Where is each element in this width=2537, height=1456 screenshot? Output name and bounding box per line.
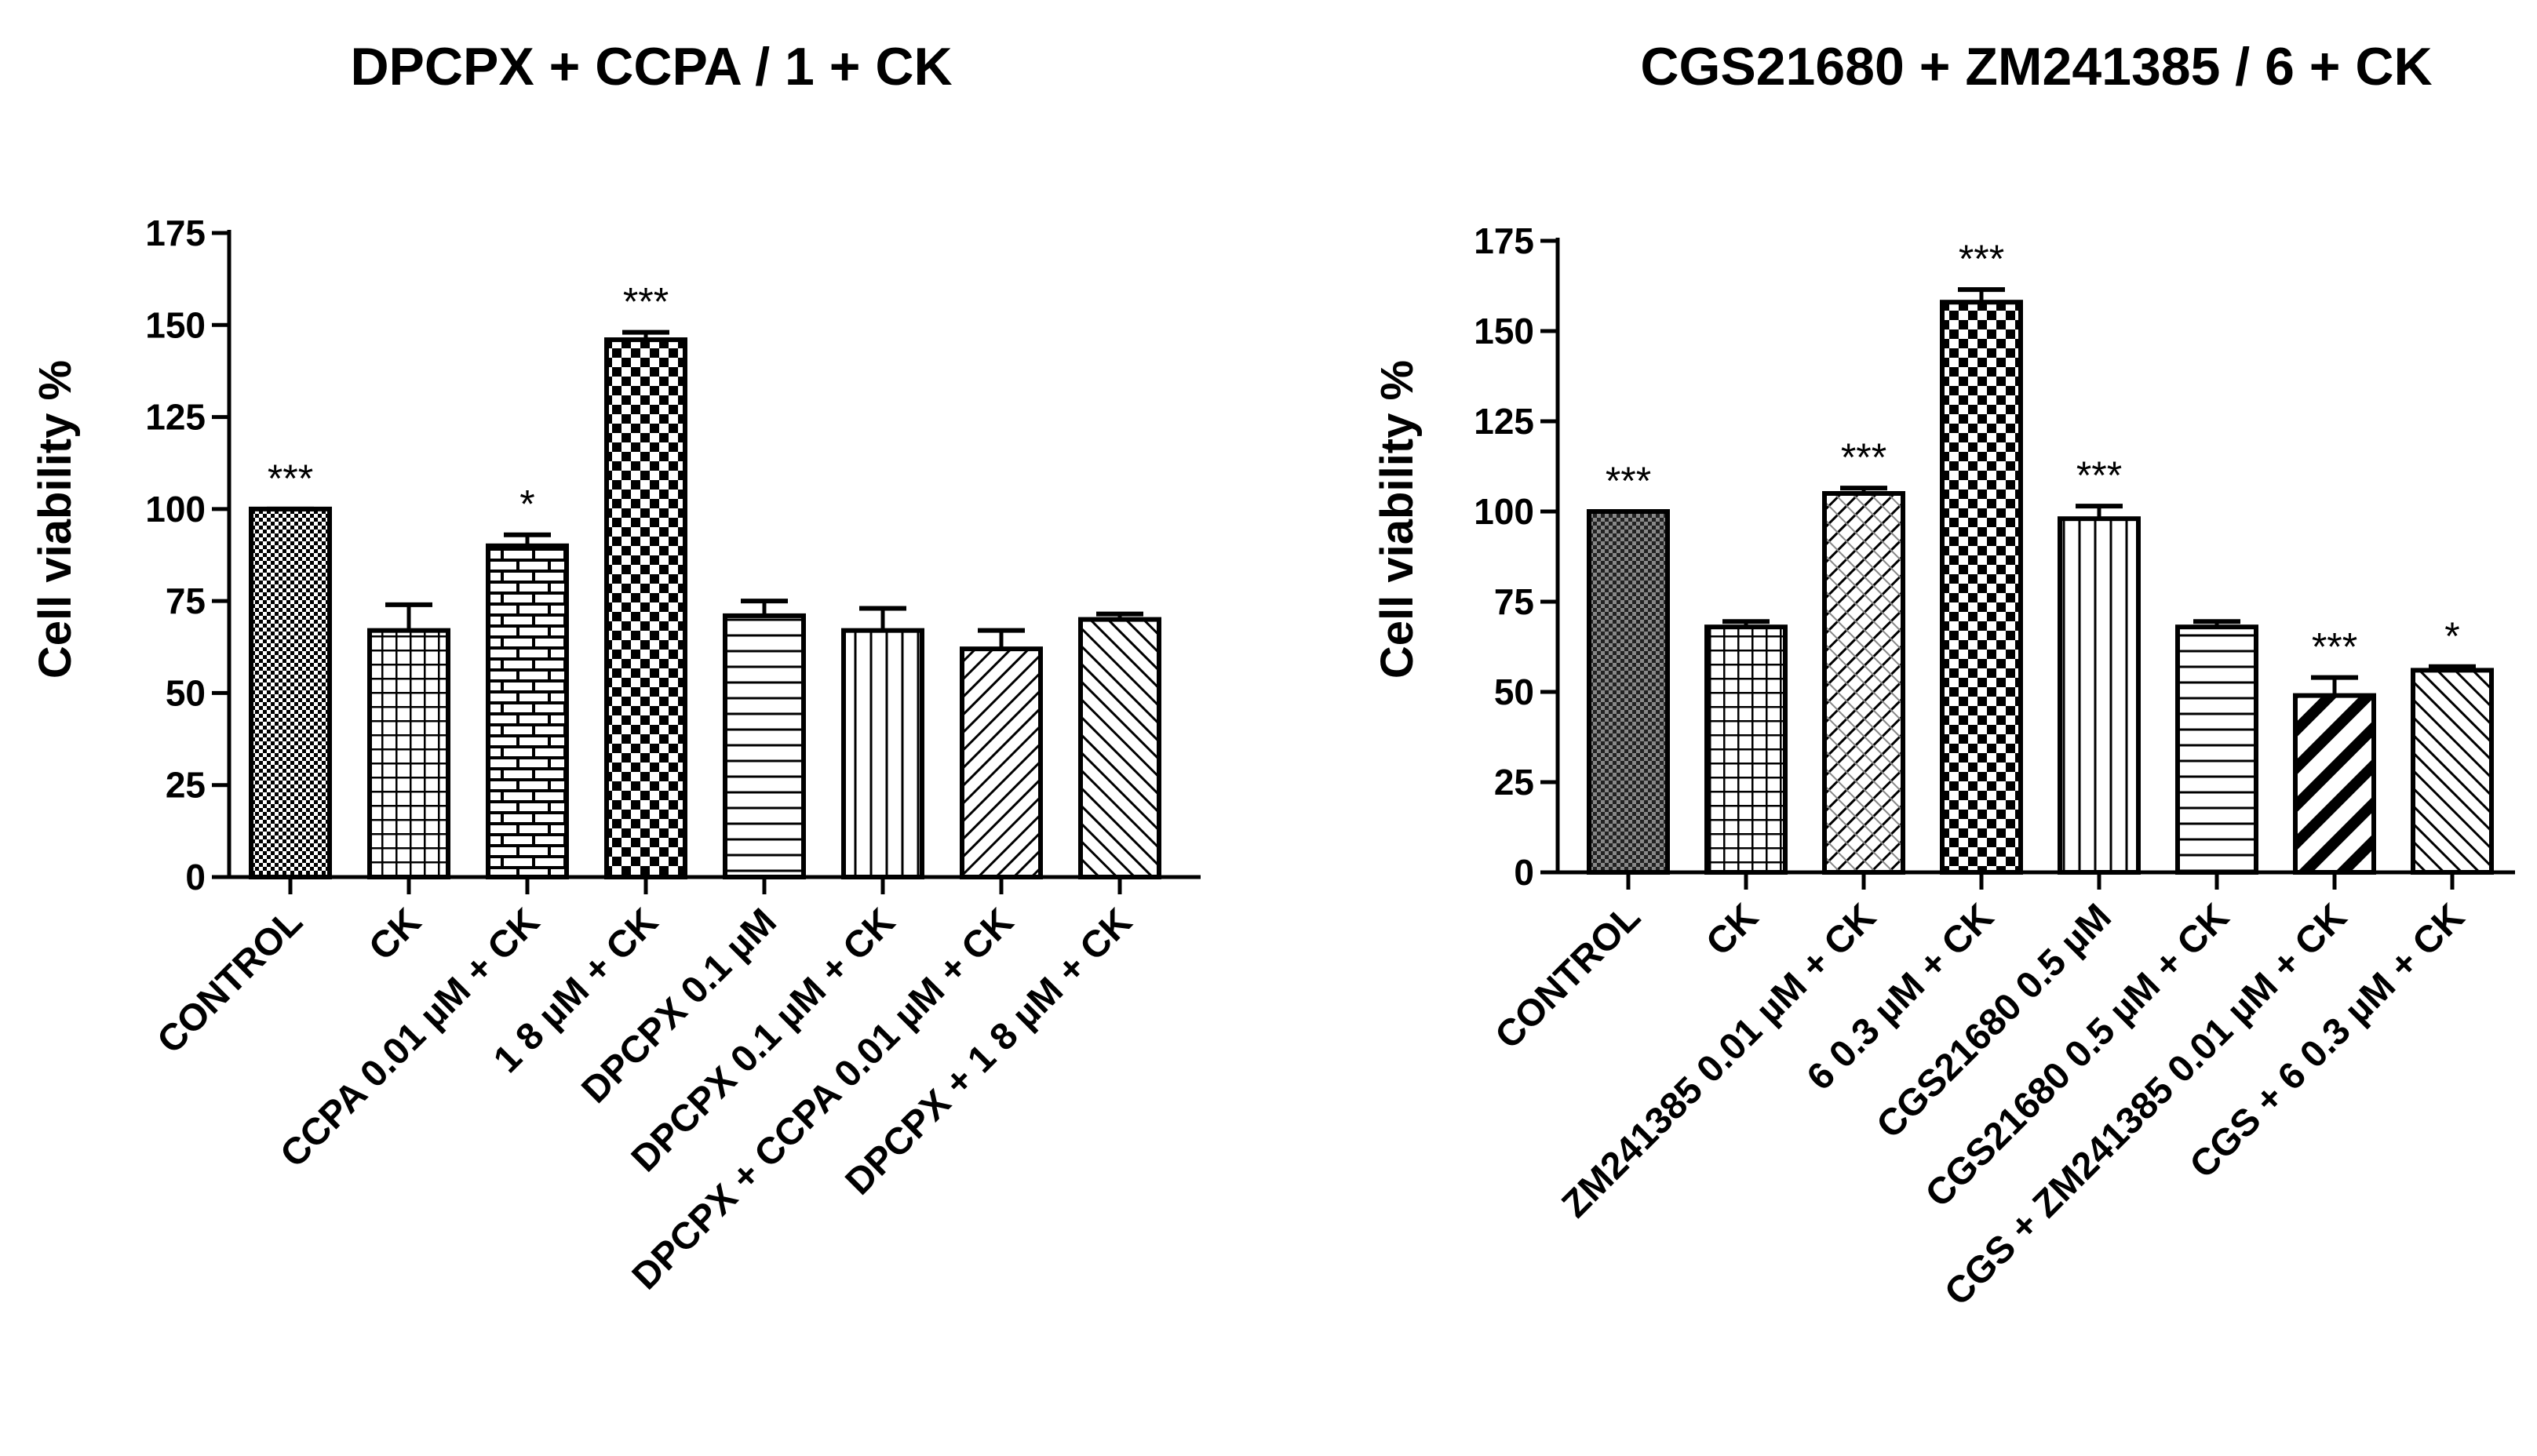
chart-1-y-tick-label: 125	[145, 397, 206, 438]
chart-2-bar	[2175, 624, 2258, 875]
chart-1-y-tick-label: 0	[185, 857, 206, 897]
chart-2-y-tick-label: 175	[1474, 220, 1534, 261]
chart-1-ylabel: Cell viability %	[30, 360, 81, 679]
chart-1-bar	[604, 337, 687, 879]
chart-2-bar	[2058, 516, 2141, 875]
chart-2-y-tick-label: 125	[1474, 401, 1534, 442]
chart-panel-1: DPCPX + CCPA / 1 + CK Cell viability % 0…	[30, 37, 1201, 1298]
chart-1-category-label: CK	[361, 901, 429, 969]
chart-panel-2: CGS21680 + ZM241385 / 6 + CK Cell viabil…	[1372, 37, 2515, 1314]
chart-1-bar	[841, 628, 924, 879]
chart-2-category-label: CK	[1698, 896, 1766, 964]
chart-2-bar	[1587, 509, 1670, 875]
chart-1-y-tick-label: 175	[145, 213, 206, 253]
chart-2-y-tick-label: 25	[1494, 762, 1534, 803]
chart-2-bar	[2293, 693, 2376, 875]
chart-2-significance-label: ***	[2076, 453, 2122, 497]
chart-2-bar	[2411, 668, 2494, 875]
chart-1-significance-label: *	[519, 482, 534, 526]
chart-1-y-tick-label: 25	[166, 765, 206, 806]
chart-2-significance-label: ***	[1841, 435, 1886, 479]
chart-2-bar	[1822, 491, 1905, 875]
chart-1-title: DPCPX + CCPA / 1 + CK	[350, 37, 952, 96]
chart-2-category-label: CONTROL	[1487, 896, 1648, 1057]
chart-1-bar	[486, 543, 569, 879]
chart-2-y-tick-label: 100	[1474, 491, 1534, 532]
chart-2-title: CGS21680 + ZM241385 / 6 + CK	[1640, 37, 2432, 96]
chart-2-bar	[1940, 300, 2023, 875]
chart-1-bar	[960, 646, 1043, 879]
chart-1-bar	[1078, 617, 1161, 879]
chart-1-significance-label: ***	[623, 280, 669, 324]
chart-2-significance-label: ***	[1606, 459, 1651, 503]
chart-2-y-tick-label: 50	[1494, 672, 1534, 712]
chart-2-significance-label: *	[2444, 614, 2459, 658]
chart-2-y-tick-label: 150	[1474, 311, 1534, 351]
chart-2-y-tick-label: 0	[1514, 852, 1534, 893]
chart-1-y-tick-label: 75	[166, 581, 206, 621]
chart-1-significance-label: ***	[268, 457, 313, 500]
chart-1-bar	[723, 613, 806, 879]
chart-1-y-tick-label: 50	[166, 672, 206, 713]
chart-2-significance-label: ***	[2312, 625, 2357, 669]
chart-1-category-label: CONTROL	[149, 901, 310, 1061]
chart-1-y-tick-label: 100	[145, 489, 206, 530]
chart-1-y-tick-label: 150	[145, 304, 206, 345]
chart-1-bar	[249, 506, 332, 879]
chart-2-y-tick-label: 75	[1494, 581, 1534, 622]
chart-2-ylabel: Cell viability %	[1372, 360, 1423, 679]
chart-1-bar	[367, 628, 450, 879]
chart-2-significance-label: ***	[1959, 237, 2004, 281]
chart-2-bar	[1704, 624, 1788, 875]
